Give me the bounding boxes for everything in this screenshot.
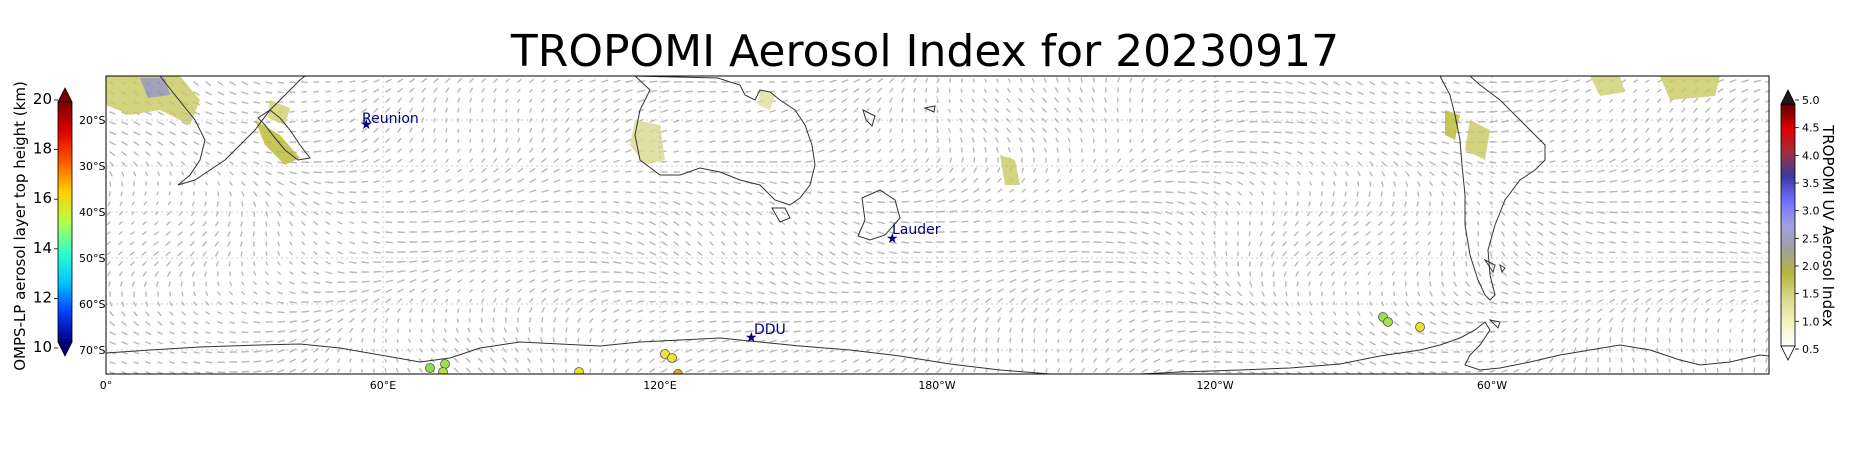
lat-label: 70°S xyxy=(79,344,105,357)
site-lauder: ★ Lauder xyxy=(886,222,941,247)
left-colorbar-label: OMPS-LP aerosol layer top height (km) xyxy=(11,81,29,371)
lat-label: 60°S xyxy=(79,298,105,311)
left-colorbar-tick-label: 16 xyxy=(33,189,52,207)
svg-text:★: ★ xyxy=(745,330,758,346)
lon-label: 60°E xyxy=(370,379,396,392)
coastlines xyxy=(106,76,1769,374)
lat-label: 50°S xyxy=(79,252,105,265)
map-title: TROPOMI Aerosol Index for 20230917 xyxy=(510,26,1340,77)
site-reunion: ★ Reunion xyxy=(360,111,419,133)
left-colorbar-tick-label: 14 xyxy=(33,239,52,257)
map-frame xyxy=(105,75,1770,375)
right-colorbar-tick-label: 4.5 xyxy=(1802,122,1820,135)
right-colorbar-tick-label: 3.0 xyxy=(1802,205,1820,218)
lat-label: 40°S xyxy=(79,206,105,219)
right-colorbar-tick-label: 2.0 xyxy=(1802,260,1820,273)
right-colorbar-tick-label: 2.5 xyxy=(1802,232,1820,245)
left-colorbar-tick-label: 10 xyxy=(33,338,52,356)
left-colorbar: 10 12 14 16 18 20 OMPS-LP aerosol layer top h… xyxy=(11,81,73,371)
graticule xyxy=(106,76,1769,374)
right-colorbar-tick-label: 1.5 xyxy=(1802,288,1820,301)
right-colorbar-tick-label: 5.0 xyxy=(1802,94,1820,107)
left-colorbar-tick-label: 20 xyxy=(33,90,52,108)
right-colorbar-tick-label: 0.5 xyxy=(1802,343,1820,356)
omps-lp-points xyxy=(425,312,1425,374)
lon-label: 180°W xyxy=(918,379,955,392)
svg-text:★: ★ xyxy=(886,231,899,247)
right-colorbar-tick-label: 3.5 xyxy=(1802,177,1820,190)
longitude-labels: 0° 60°E 120°E 180°W 120°W 60°W xyxy=(100,379,1508,392)
lon-label: 0° xyxy=(100,379,113,392)
lat-label: 30°S xyxy=(79,160,105,173)
lat-label: 20°S xyxy=(79,114,105,127)
lon-label: 120°E xyxy=(643,379,676,392)
right-colorbar-tick-label: 4.0 xyxy=(1802,149,1820,162)
left-colorbar-tick-label: 18 xyxy=(33,140,52,158)
site-label: Reunion xyxy=(362,111,419,127)
svg-text:★: ★ xyxy=(360,117,373,133)
left-colorbar-tick-label: 12 xyxy=(33,288,52,306)
site-ddu: ★ DDU xyxy=(745,322,786,346)
right-colorbar: 0.5 1.0 1.5 2.0 2.5 3.0 3.5 4.0 4.5 5.0 TROPOMI U… xyxy=(1780,89,1837,361)
lon-label: 120°W xyxy=(1196,379,1233,392)
site-label: Lauder xyxy=(892,222,941,238)
map-area xyxy=(106,76,1769,374)
right-colorbar-tick-label: 1.0 xyxy=(1802,315,1820,328)
right-colorbar-label: TROPOMI UV Aerosol Index xyxy=(1819,124,1837,327)
lon-label: 60°W xyxy=(1477,379,1507,392)
site-label: DDU xyxy=(754,322,786,338)
latitude-labels: 20°S 30°S 40°S 50°S 60°S 70°S xyxy=(79,114,105,357)
